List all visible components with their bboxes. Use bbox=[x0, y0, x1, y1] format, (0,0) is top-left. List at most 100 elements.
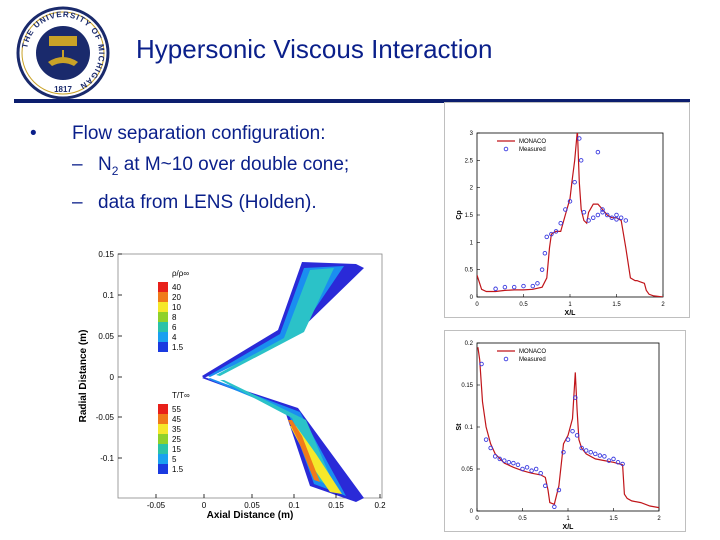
st-data-point bbox=[529, 468, 534, 473]
cp-data-point bbox=[535, 281, 540, 286]
cp-data-point bbox=[558, 220, 563, 226]
st-x-tick-label: 1 bbox=[566, 516, 570, 522]
st-data-point bbox=[573, 395, 578, 400]
contour-x-tick-label: 0.1 bbox=[288, 501, 300, 510]
cp-chart: 0 0.5 1 1.5 2 0 0.5 1 1.5 2 2.5 3 X/L Cp MONACO Measure… bbox=[456, 131, 665, 317]
cp-y-tick-label: 2 bbox=[470, 186, 474, 192]
cp-data-point bbox=[595, 212, 601, 218]
cp-chart-frame: 0 0.5 1 1.5 2 0 0.5 1 1.5 2 2.5 3 X/L Cp MONACO Measure… bbox=[444, 102, 690, 318]
contour-x-tick-label: 0.15 bbox=[328, 501, 344, 510]
sub-bullet-1: – N2 at M~10 over double cone; bbox=[30, 149, 450, 187]
temperature-legend-label: 55 bbox=[172, 405, 181, 414]
university-seal: THE UNIVERSITY OF MICHIGAN 1817 bbox=[16, 6, 110, 100]
st-data-point bbox=[533, 466, 539, 472]
density-legend-swatch bbox=[158, 292, 168, 302]
cp-data-point bbox=[581, 210, 587, 215]
density-legend-title: ρ/ρ∞ bbox=[172, 269, 189, 278]
cp-data-point bbox=[549, 231, 554, 237]
cp-y-label: Cp bbox=[456, 210, 463, 219]
st-legend-label: Measured bbox=[519, 357, 546, 363]
cp-data-point bbox=[623, 218, 629, 223]
cp-legend-marker bbox=[503, 146, 509, 152]
sub1-pre: N bbox=[98, 154, 112, 175]
cp-y-tick-label: 2.5 bbox=[465, 158, 474, 164]
st-data-point bbox=[593, 451, 598, 457]
density-legend-label: 10 bbox=[172, 303, 181, 312]
temperature-legend-label: 15 bbox=[172, 445, 181, 454]
cp-data-point bbox=[521, 283, 526, 289]
temperature-legend-swatch bbox=[158, 464, 168, 474]
contour-y-tick-label: 0.1 bbox=[103, 291, 115, 300]
st-x-tick-label: 0 bbox=[475, 516, 479, 522]
st-data-point bbox=[552, 504, 557, 510]
temperature-legend-swatch bbox=[158, 434, 168, 444]
st-data-point bbox=[538, 470, 543, 476]
contour-y-tick-label: 0.15 bbox=[98, 250, 114, 259]
cp-y-tick-label: 1.5 bbox=[465, 213, 474, 219]
st-data-point bbox=[615, 460, 621, 465]
st-plot-area bbox=[476, 342, 660, 512]
cp-x-tick-label: 0 bbox=[475, 302, 479, 308]
density-legend-swatch bbox=[158, 332, 168, 342]
st-legend-marker bbox=[503, 356, 509, 362]
st-data-point bbox=[561, 449, 566, 455]
sub-dash-1: – bbox=[72, 154, 83, 175]
cp-y-tick-label: 0.5 bbox=[465, 268, 474, 274]
temperature-legend-swatch bbox=[158, 454, 168, 464]
st-data-point bbox=[542, 483, 548, 489]
cp-data-point bbox=[586, 218, 591, 223]
density-legend-label: 40 bbox=[172, 283, 181, 292]
st-y-tick-label: 0.1 bbox=[465, 425, 474, 431]
sub2-text: data from LENS (Holden). bbox=[98, 191, 317, 213]
density-legend-label: 20 bbox=[172, 293, 181, 302]
cp-data-point bbox=[577, 136, 582, 141]
st-data-point bbox=[524, 465, 530, 470]
sub-bullet-2: – data from LENS (Holden). bbox=[30, 187, 450, 218]
contour-x-tick-label: -0.05 bbox=[147, 501, 166, 510]
cp-data-point bbox=[511, 284, 517, 290]
contour-x-label: Axial Distance (m) bbox=[207, 510, 294, 521]
cp-data-point bbox=[595, 149, 601, 155]
st-data-point bbox=[588, 449, 593, 455]
temperature-legend-swatch bbox=[158, 424, 168, 434]
st-data-point bbox=[606, 458, 612, 463]
temperature-legend-swatch bbox=[158, 444, 168, 454]
sub1-post: at M~10 over double cone; bbox=[118, 154, 350, 175]
contour-x-tick-label: 0.2 bbox=[374, 501, 386, 510]
st-data-point bbox=[620, 461, 625, 467]
st-chart: 0 0.5 1 1.5 2 0 0.05 0.1 0.15 0.2 X/L St MONACO Measu… bbox=[456, 341, 661, 531]
density-legend-label: 4 bbox=[172, 333, 177, 342]
st-legend-label: MONACO bbox=[519, 349, 546, 355]
st-data-point bbox=[520, 466, 525, 472]
density-legend-swatch bbox=[158, 322, 168, 332]
cp-x-label: X/L bbox=[565, 310, 577, 317]
cp-data-point bbox=[600, 210, 605, 215]
contour-y-tick-label: -0.05 bbox=[96, 413, 115, 422]
density-legend-label: 6 bbox=[172, 323, 177, 332]
st-data-point bbox=[479, 361, 484, 367]
cp-y-tick-label: 0 bbox=[470, 295, 474, 301]
st-y-tick-label: 0.2 bbox=[465, 341, 474, 347]
density-legend-label: 8 bbox=[172, 313, 177, 322]
cp-data-point bbox=[572, 179, 577, 185]
st-data-point bbox=[565, 437, 571, 442]
title-rule bbox=[14, 99, 690, 103]
contour-x-tick-label: 0 bbox=[202, 501, 207, 510]
density-legend-swatch bbox=[158, 342, 168, 352]
cp-legend-label: Measured bbox=[519, 147, 546, 153]
st-data-point bbox=[511, 460, 516, 466]
st-data-point bbox=[488, 445, 493, 451]
cp-data-point bbox=[502, 284, 508, 290]
slide-title: Hypersonic Viscous Interaction bbox=[136, 34, 493, 64]
density-legend-swatch bbox=[158, 302, 168, 312]
cp-data-point bbox=[493, 286, 498, 292]
st-data-point bbox=[497, 456, 503, 462]
density-legend-swatch bbox=[158, 312, 168, 322]
st-y-tick-label: 0 bbox=[470, 509, 474, 515]
sub-dash-2: – bbox=[72, 191, 83, 213]
cp-data-point bbox=[563, 207, 568, 212]
temperature-legend-label: 35 bbox=[172, 425, 181, 434]
st-data-point bbox=[574, 433, 580, 438]
